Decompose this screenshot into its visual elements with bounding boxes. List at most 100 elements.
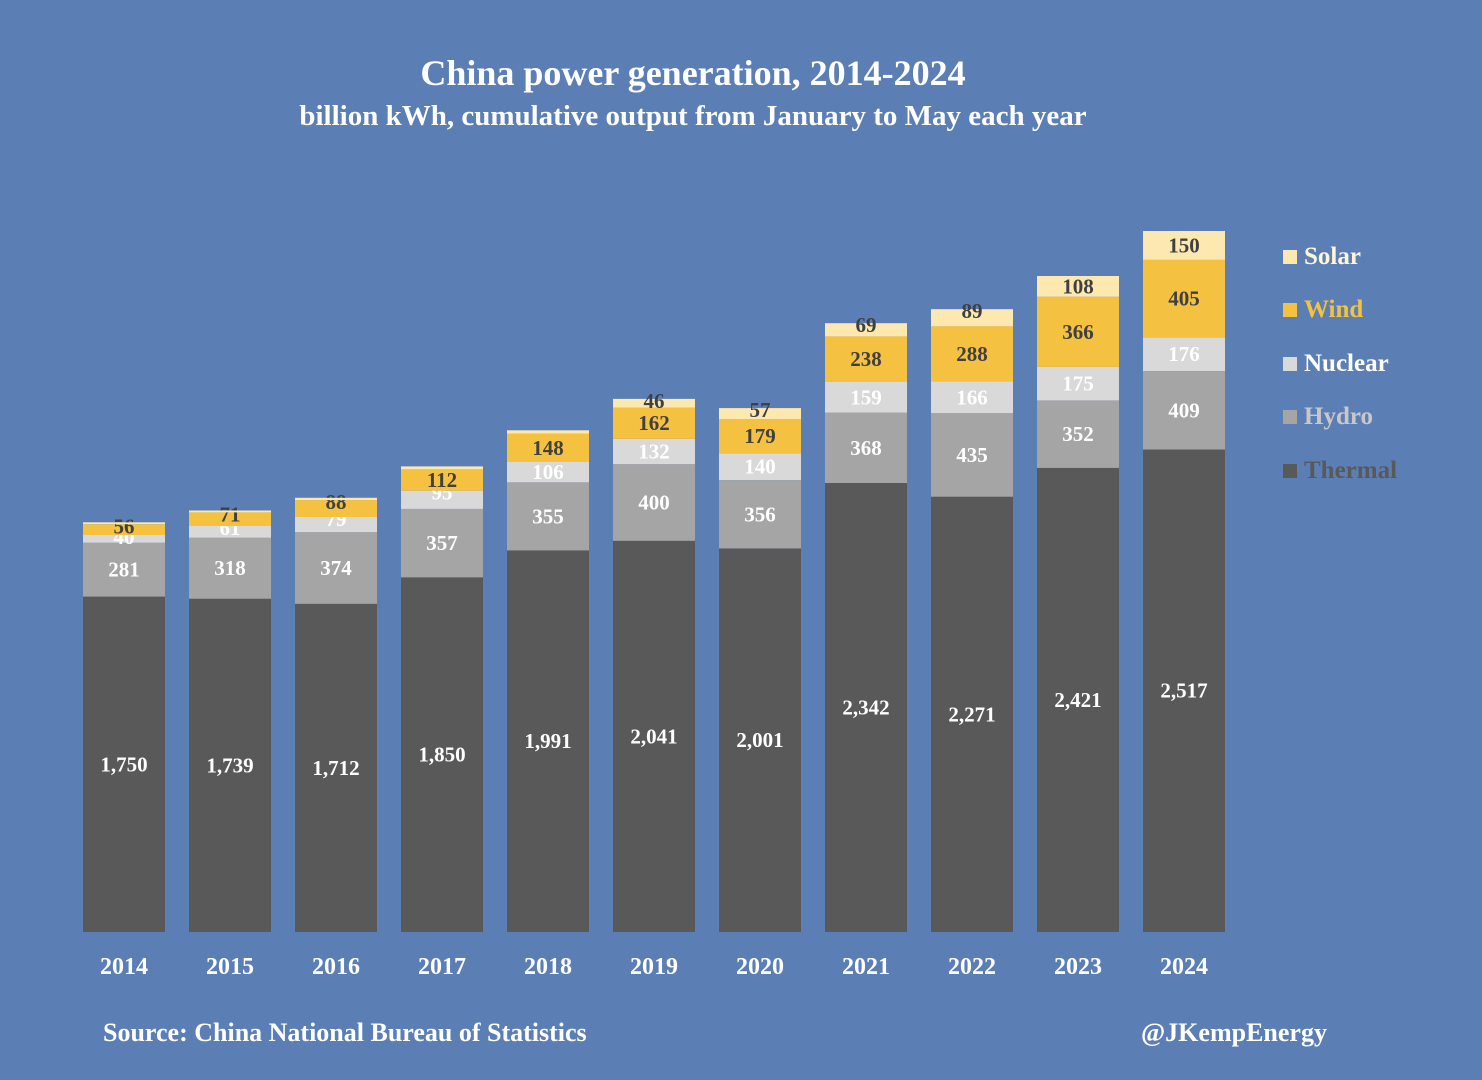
bar-segment-thermal-2015 bbox=[189, 598, 271, 932]
bar-segment-wind-2014 bbox=[83, 524, 165, 535]
bar-segment-thermal-2018 bbox=[507, 550, 589, 932]
x-tick-label-2018: 2018 bbox=[524, 954, 572, 980]
data-label-solar-2022: 89 bbox=[962, 299, 983, 323]
bar-segment-hydro-2020 bbox=[719, 480, 801, 549]
bar-segment-wind-2018 bbox=[507, 433, 589, 462]
bar-segment-hydro-2023 bbox=[1037, 400, 1119, 468]
bar-segment-thermal-2017 bbox=[401, 577, 483, 932]
x-tick-label-2020: 2020 bbox=[736, 954, 784, 980]
bar-segment-wind-2021 bbox=[825, 336, 907, 382]
bar-segment-nuclear-2017 bbox=[401, 490, 483, 509]
bar-segment-hydro-2015 bbox=[189, 537, 271, 599]
bar-segment-solar-2014 bbox=[83, 522, 165, 525]
chart-title: China power generation, 2014-2024 bbox=[420, 53, 966, 93]
data-label-solar-2024: 150 bbox=[1168, 233, 1200, 257]
bar-segment-nuclear-2022 bbox=[931, 381, 1013, 414]
x-tick-label-2014: 2014 bbox=[100, 954, 148, 980]
bar-segment-nuclear-2021 bbox=[825, 382, 907, 413]
data-label-wind-2015: 71 bbox=[220, 502, 241, 526]
legend-swatch-thermal bbox=[1283, 463, 1297, 478]
data-label-hydro-2019: 400 bbox=[638, 490, 670, 514]
data-label-thermal-2018: 1,991 bbox=[524, 729, 571, 753]
bar-segment-solar-2023 bbox=[1037, 276, 1119, 297]
data-label-hydro-2020: 356 bbox=[744, 502, 776, 526]
data-label-thermal-2022: 2,271 bbox=[948, 702, 995, 726]
legend-swatch-solar bbox=[1283, 249, 1297, 264]
bar-segment-nuclear-2019 bbox=[613, 438, 695, 465]
data-label-nuclear-2020: 140 bbox=[744, 455, 776, 479]
data-label-wind-2024: 405 bbox=[1168, 287, 1200, 311]
bar-segment-hydro-2022 bbox=[931, 413, 1013, 497]
data-label-nuclear-2023: 175 bbox=[1062, 372, 1094, 396]
legend-label-hydro: Hydro bbox=[1304, 403, 1373, 431]
legend-item-nuclear: Nuclear bbox=[1283, 337, 1397, 391]
data-label-thermal-2015: 1,739 bbox=[206, 753, 253, 777]
bar-segment-thermal-2016 bbox=[295, 603, 377, 932]
bar-segment-hydro-2024 bbox=[1143, 371, 1225, 450]
data-label-wind-2014: 56 bbox=[114, 514, 135, 538]
bar-segment-thermal-2024 bbox=[1143, 449, 1225, 932]
data-label-nuclear-2024: 176 bbox=[1168, 342, 1200, 366]
legend-swatch-wind bbox=[1283, 303, 1297, 318]
chart-subtitle: billion kWh, cumulative output from Janu… bbox=[299, 100, 1087, 132]
data-label-wind-2018: 148 bbox=[532, 436, 564, 460]
legend-item-thermal: Thermal bbox=[1283, 444, 1397, 498]
legend-label-solar: Solar bbox=[1304, 242, 1361, 270]
x-tick-label-2022: 2022 bbox=[948, 954, 996, 980]
bar-segment-wind-2022 bbox=[931, 326, 1013, 382]
data-label-wind-2016: 88 bbox=[326, 490, 347, 514]
x-tick-label-2015: 2015 bbox=[206, 954, 254, 980]
data-label-thermal-2019: 2,041 bbox=[630, 724, 677, 748]
bar-segment-nuclear-2018 bbox=[507, 462, 589, 483]
x-tick-label-2023: 2023 bbox=[1054, 954, 1102, 980]
bar-segment-thermal-2019 bbox=[613, 540, 695, 932]
data-label-wind-2022: 288 bbox=[956, 342, 988, 366]
data-label-nuclear-2018: 106 bbox=[532, 460, 564, 484]
bar-segment-wind-2017 bbox=[401, 469, 483, 491]
bar-segment-hydro-2018 bbox=[507, 482, 589, 551]
data-label-hydro-2024: 409 bbox=[1168, 398, 1200, 422]
bar-segment-thermal-2022 bbox=[931, 496, 1013, 932]
bar-segment-nuclear-2020 bbox=[719, 453, 801, 481]
legend-swatch-nuclear bbox=[1283, 356, 1297, 371]
bar-segment-wind-2019 bbox=[613, 407, 695, 439]
bar-segment-wind-2015 bbox=[189, 512, 271, 526]
data-label-hydro-2017: 357 bbox=[426, 531, 458, 555]
data-label-thermal-2016: 1,712 bbox=[312, 756, 359, 780]
bar-segment-solar-2015 bbox=[189, 510, 271, 513]
data-label-thermal-2021: 2,342 bbox=[842, 696, 889, 720]
bar-segment-thermal-2020 bbox=[719, 548, 801, 932]
bar-segment-nuclear-2023 bbox=[1037, 366, 1119, 401]
x-tick-label-2021: 2021 bbox=[842, 954, 890, 980]
data-label-hydro-2014: 281 bbox=[108, 558, 140, 582]
legend-item-wind: Wind bbox=[1283, 284, 1397, 338]
bar-segment-wind-2023 bbox=[1037, 296, 1119, 367]
source-note: Source: China National Bureau of Statist… bbox=[103, 1018, 587, 1047]
bar-segment-thermal-2023 bbox=[1037, 467, 1119, 932]
data-label-solar-2020: 57 bbox=[750, 398, 771, 422]
legend-item-hydro: Hydro bbox=[1283, 391, 1397, 445]
data-label-nuclear-2022: 166 bbox=[956, 385, 988, 409]
data-label-wind-2020: 179 bbox=[744, 424, 776, 448]
x-tick-label-2017: 2017 bbox=[418, 954, 466, 980]
bar-segment-nuclear-2024 bbox=[1143, 337, 1225, 371]
data-label-thermal-2014: 1,750 bbox=[100, 752, 147, 776]
data-label-solar-2021: 69 bbox=[856, 313, 877, 337]
bar-segment-solar-2022 bbox=[931, 309, 1013, 327]
data-label-nuclear-2019: 132 bbox=[638, 439, 670, 463]
data-label-solar-2019: 46 bbox=[644, 389, 665, 413]
data-label-wind-2019: 162 bbox=[638, 411, 670, 435]
bar-segment-solar-2024 bbox=[1143, 231, 1225, 260]
bar-segment-nuclear-2015 bbox=[189, 526, 271, 538]
legend-item-solar: Solar bbox=[1283, 230, 1397, 284]
legend-label-thermal: Thermal bbox=[1304, 456, 1398, 484]
bar-segment-wind-2020 bbox=[719, 419, 801, 454]
data-label-wind-2023: 366 bbox=[1062, 320, 1094, 344]
bar-segment-hydro-2014 bbox=[83, 542, 165, 597]
data-label-hydro-2018: 355 bbox=[532, 504, 564, 528]
data-label-hydro-2023: 352 bbox=[1062, 422, 1094, 446]
legend-label-wind: Wind bbox=[1304, 296, 1364, 324]
bar-segment-hydro-2019 bbox=[613, 464, 695, 541]
data-label-solar-2023: 108 bbox=[1062, 274, 1094, 298]
